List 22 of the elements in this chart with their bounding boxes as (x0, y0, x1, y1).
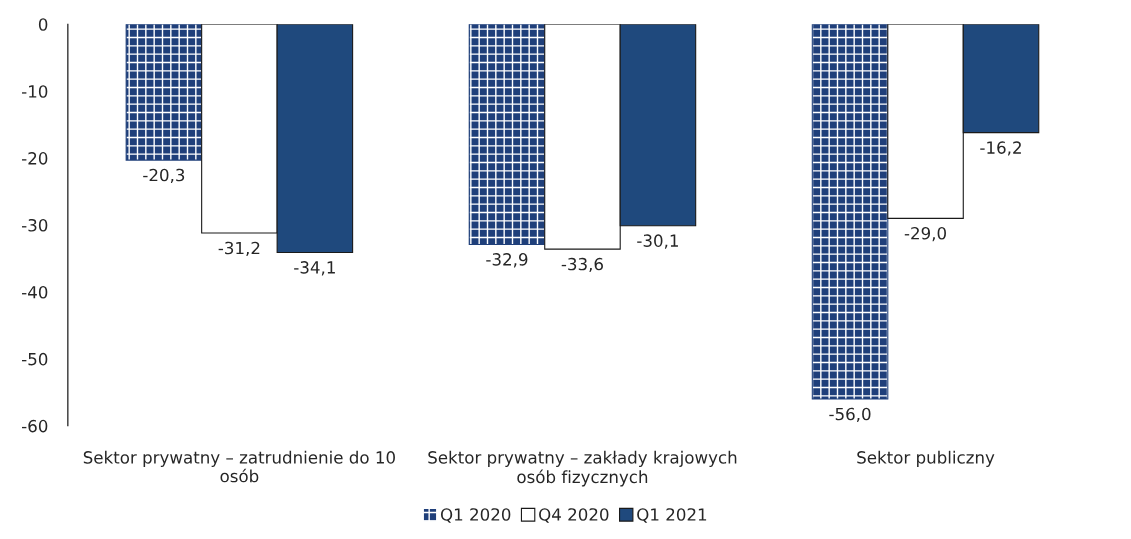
y-tick-label: 0 (38, 18, 48, 31)
legend-label: Q1 2020 (440, 508, 511, 523)
data-label: -31,2 (218, 241, 260, 256)
y-tick-label: -60 (22, 419, 48, 433)
data-label: -32,9 (486, 253, 528, 268)
data-label: -33,6 (561, 257, 603, 273)
x-tick-label: Sektor prywatny – zatrudnienie do 10 osób (83, 450, 395, 483)
data-label: -29,0 (904, 226, 946, 242)
legend-label: Q4 2020 (539, 508, 609, 523)
data-label: -56,0 (829, 407, 871, 422)
y-tick-label: -20 (22, 152, 48, 165)
data-label: -16,2 (980, 141, 1021, 156)
legend-label: Q1 2021 (637, 508, 707, 523)
data-label: -30,1 (637, 234, 678, 249)
y-tick-label: -30 (22, 218, 48, 232)
data-label: -34,1 (294, 261, 335, 276)
y-tick-label: -40 (22, 285, 48, 299)
x-tick-label: Sektor prywatny – zakłady krajowych osób fizycznych (428, 450, 737, 487)
data-label: -20,3 (143, 168, 185, 184)
y-tick-label: -50 (22, 352, 48, 366)
y-tick-label: -10 (22, 85, 48, 98)
x-tick-label: Sektor publiczny (857, 450, 995, 467)
